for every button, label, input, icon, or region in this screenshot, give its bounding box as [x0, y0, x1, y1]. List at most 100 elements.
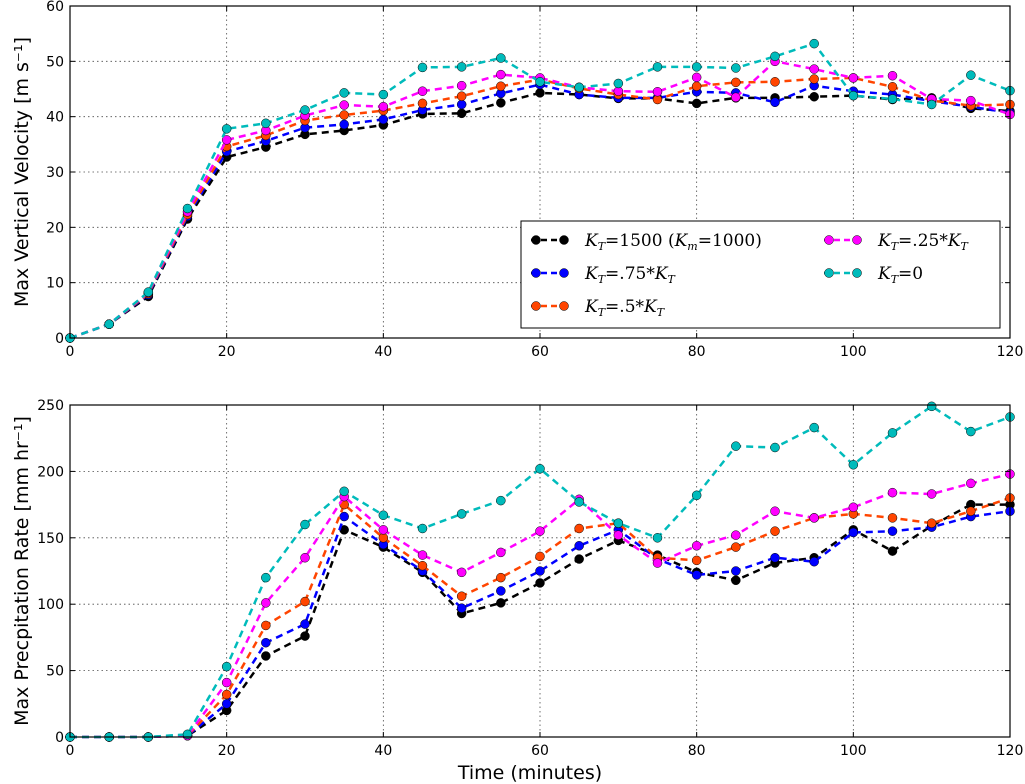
data-point-black [496, 98, 506, 108]
data-point-cyan [613, 518, 624, 528]
x-tick-label: 40 [374, 743, 392, 759]
data-point-cyan [652, 533, 663, 543]
data-point-orange [731, 542, 741, 552]
data-point-black [535, 578, 545, 588]
y-tick-label: 200 [37, 464, 64, 480]
velocity-panel: 0 20 40 60 80 100 120 0 10 20 30 40 50 60 Max Vertical… [11, 0, 1023, 360]
x-tick-label: 60 [531, 344, 549, 360]
data-point-blue [809, 556, 819, 567]
data-point-cyan [496, 53, 506, 63]
data-point-orange [417, 98, 428, 109]
y-tick-label: 150 [37, 531, 64, 547]
data-point-cyan [887, 428, 898, 438]
data-point-orange [887, 82, 898, 92]
data-point-cyan [143, 287, 154, 297]
x-tick-label: 60 [531, 743, 549, 759]
legend-label-magenta: KT=.25*KT [877, 231, 970, 253]
x-axis-label: Time (minutes) [457, 762, 602, 784]
data-point-blue [496, 586, 506, 596]
data-point-orange [887, 513, 898, 523]
y-tick-label: 40 [46, 110, 64, 126]
data-point-orange [691, 81, 702, 91]
legend-label-orange: KT=.5*KT [584, 297, 666, 319]
data-point-cyan [456, 62, 467, 72]
data-point-magenta [496, 69, 506, 80]
data-point-cyan [378, 89, 389, 100]
data-point-black [691, 98, 702, 109]
data-point-magenta [691, 72, 702, 83]
data-point-cyan [809, 422, 819, 433]
data-point-orange [261, 620, 271, 631]
data-point-cyan [378, 510, 389, 520]
legend-entry-cyan: KT=0 [824, 264, 923, 286]
data-point-black [456, 108, 467, 119]
y-tick-label: 60 [46, 0, 64, 15]
data-point-magenta [339, 100, 349, 110]
x-tick-label: 80 [688, 743, 706, 759]
y-tick-label: 10 [46, 276, 64, 292]
data-point-orange [574, 523, 584, 534]
y-tick-label: 30 [46, 165, 64, 181]
legend-frame [520, 220, 1001, 329]
data-point-cyan [300, 519, 310, 530]
data-point-magenta [809, 64, 819, 74]
data-point-blue [221, 699, 232, 709]
data-point-magenta [261, 598, 271, 608]
data-point-blue [339, 511, 349, 522]
data-point-orange [535, 551, 545, 562]
legend-label-black: KT=1500 (Km=1000) [584, 231, 762, 253]
data-point-magenta [456, 80, 467, 91]
data-point-cyan [887, 94, 898, 104]
x-tick-label: 80 [688, 344, 706, 360]
y-tick-label: 250 [37, 398, 64, 414]
data-point-orange [691, 555, 702, 566]
data-point-cyan [731, 63, 741, 73]
x-tick-label: 0 [66, 743, 75, 759]
data-point-cyan [574, 82, 584, 93]
data-point-magenta [966, 478, 976, 489]
legend-entry-black: KT=1500 (Km=1000) [531, 231, 762, 253]
data-point-black [535, 88, 545, 98]
y-tick-label: 20 [46, 220, 64, 236]
data-point-orange [770, 526, 780, 536]
y-tick-label: 50 [46, 664, 64, 680]
data-point-blue [770, 97, 780, 108]
data-point-cyan [496, 495, 506, 506]
x-tick-label: 20 [218, 344, 236, 360]
data-point-cyan [339, 88, 349, 98]
y-axis-label: Max Vertical Velocity [m s⁻¹] [11, 37, 33, 307]
data-point-orange [456, 91, 467, 101]
data-point-black [731, 575, 741, 586]
data-point-cyan [652, 62, 663, 72]
data-point-orange [966, 506, 976, 516]
data-point-orange [221, 689, 232, 700]
data-point-magenta [417, 550, 428, 560]
data-point-magenta [300, 552, 310, 563]
data-point-cyan [339, 486, 349, 497]
legend-label-cyan: KT=0 [877, 264, 923, 286]
data-point-black [574, 554, 584, 564]
data-point-magenta [887, 487, 898, 498]
data-point-cyan [966, 426, 976, 437]
x-tick-label: 100 [840, 743, 867, 759]
data-point-magenta [770, 506, 780, 516]
data-point-cyan [574, 497, 584, 507]
y-tick-label: 0 [55, 331, 64, 347]
data-point-orange [731, 77, 741, 88]
data-point-cyan [770, 442, 780, 453]
data-point-cyan [104, 319, 114, 329]
x-tick-label: 100 [840, 344, 867, 360]
data-point-blue [731, 566, 741, 576]
data-point-magenta [613, 530, 624, 540]
data-point-blue [378, 114, 389, 125]
data-point-magenta [966, 95, 976, 106]
data-point-black [261, 651, 271, 661]
data-point-cyan [417, 523, 428, 534]
legend-entry-blue: KT=.75*KT [531, 264, 677, 286]
data-point-blue [300, 619, 310, 629]
data-point-magenta [378, 525, 389, 535]
data-point-magenta [535, 526, 545, 536]
data-point-blue [535, 566, 545, 576]
